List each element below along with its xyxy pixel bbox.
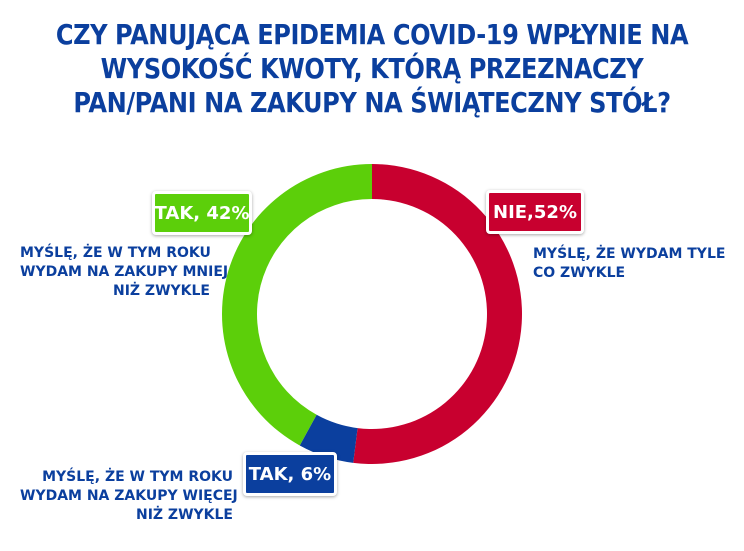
description-line: NIŻ ZWYKLE — [135, 507, 233, 523]
description-line: WYDAM NA ZAKUPY WIĘCEJ — [20, 488, 238, 504]
badge-tak-42: TAK, 42% — [152, 191, 252, 235]
badge-nie-52: NIE,52% — [486, 190, 584, 234]
donut-slice-nie — [353, 164, 522, 464]
description-line: MYŚLĘ, ŻE WYDAM TYLE — [533, 246, 726, 262]
chart-title-line-2: WYSOKOŚĆ KWOTY, KTÓRĄ PRZEZNACZY — [100, 52, 644, 85]
description-tak-more: MYŚLĘ, ŻE W TYM ROKU WYDAM NA ZAKUPY WIĘ… — [20, 468, 238, 525]
description-line: WYDAM NA ZAKUPY MNIEJ — [20, 264, 229, 280]
chart-title-line-3: PAN/PANI NA ZAKUPY NA ŚWIĄTECZNY STÓŁ? — [73, 86, 671, 119]
description-line: MYŚLĘ, ŻE W TYM ROKU — [42, 469, 233, 485]
badge-tak-6: TAK, 6% — [243, 452, 337, 496]
description-line: CO ZWYKLE — [533, 265, 626, 281]
description-tak-less: MYŚLĘ, ŻE W TYM ROKU WYDAM NA ZAKUPY MNI… — [20, 244, 229, 301]
description-line: MYŚLĘ, ŻE W TYM ROKU — [20, 245, 211, 261]
donut-slice-tak_less — [221, 164, 372, 446]
chart-title-line-1: CZY PANUJĄCA EPIDEMIA COVID-19 WPŁYNIE N… — [55, 18, 689, 51]
donut-slice-tak_more — [299, 414, 358, 463]
description-nie: MYŚLĘ, ŻE WYDAM TYLE CO ZWYKLE — [533, 245, 725, 283]
chart-title: CZY PANUJĄCA EPIDEMIA COVID-19 WPŁYNIE N… — [52, 18, 692, 120]
description-line: NIŻ ZWYKLE — [112, 283, 210, 299]
